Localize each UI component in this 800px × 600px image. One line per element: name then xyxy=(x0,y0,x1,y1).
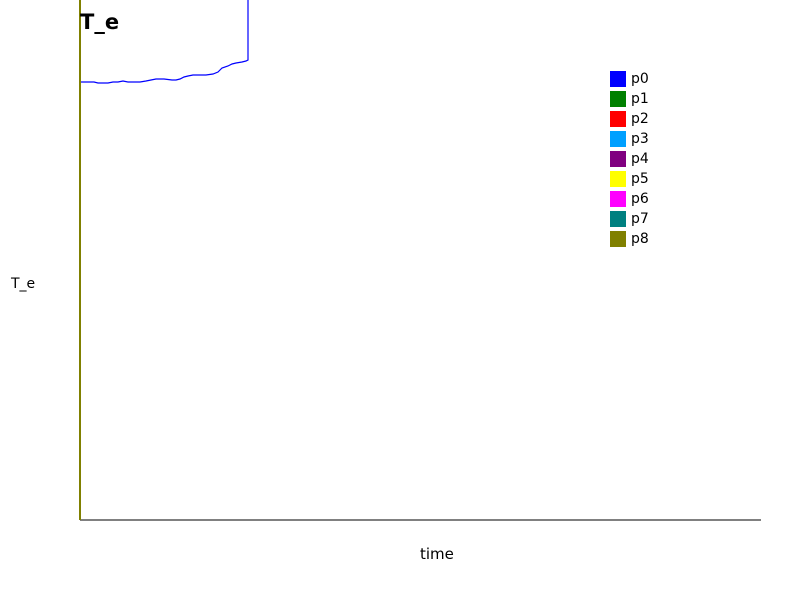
legend-item-p5: p5 xyxy=(610,169,649,189)
legend-item-p2: p2 xyxy=(610,109,649,129)
legend-label-p5: p5 xyxy=(631,171,649,187)
legend-label-p4: p4 xyxy=(631,151,649,167)
legend-item-p8: p8 xyxy=(610,229,649,249)
legend-swatch-p2 xyxy=(610,111,626,127)
legend-swatch-p4 xyxy=(610,151,626,167)
legend-item-p0: p0 xyxy=(610,69,649,89)
legend-swatch-p8 xyxy=(610,231,626,247)
chart-title: T_e xyxy=(80,10,120,34)
legend-label-p0: p0 xyxy=(631,71,649,87)
legend-item-p3: p3 xyxy=(610,129,649,149)
legend-label-p3: p3 xyxy=(631,131,649,147)
legend-swatch-p7 xyxy=(610,211,626,227)
series-layer xyxy=(79,0,249,520)
legend-item-p1: p1 xyxy=(610,89,649,109)
legend-item-p6: p6 xyxy=(610,189,649,209)
legend-swatch-p5 xyxy=(610,171,626,187)
x-axis-label: time xyxy=(420,545,454,563)
legend-swatch-p1 xyxy=(610,91,626,107)
legend-label-p1: p1 xyxy=(631,91,649,107)
series-line-p0 xyxy=(80,0,249,84)
y-axis-label: T_e xyxy=(11,276,36,292)
legend-swatch-p3 xyxy=(610,131,626,147)
legend-item-p7: p7 xyxy=(610,209,649,229)
legend-label-p7: p7 xyxy=(631,211,649,227)
legend-label-p6: p6 xyxy=(631,191,649,207)
legend-label-p2: p2 xyxy=(631,111,649,127)
legend-label-p8: p8 xyxy=(631,231,649,247)
legend: p0 p1 p2 p3 p4 p5 p6 p7 p8 xyxy=(610,69,649,249)
legend-swatch-p6 xyxy=(610,191,626,207)
legend-swatch-p0 xyxy=(610,71,626,87)
legend-item-p4: p4 xyxy=(610,149,649,169)
